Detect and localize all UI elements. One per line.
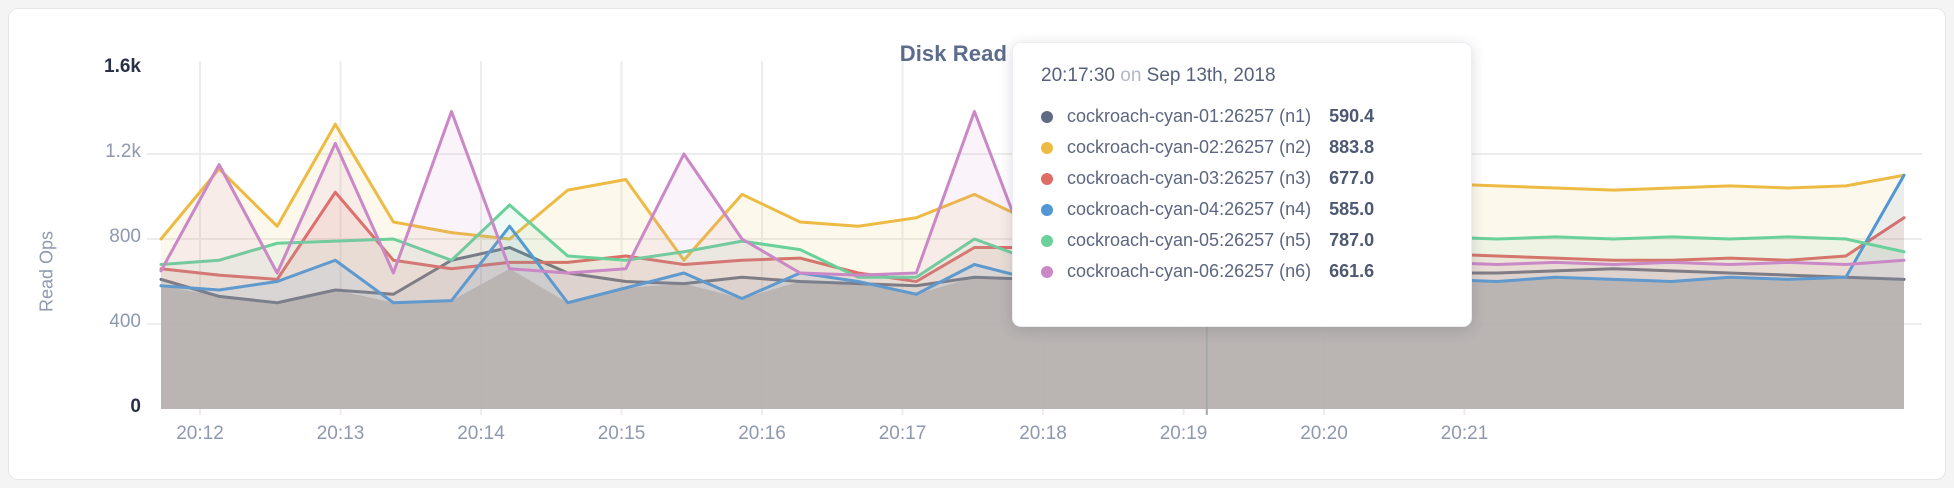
y-axis-tick-label: 1.2k bbox=[105, 141, 141, 162]
x-axis-tick-label: 20:21 bbox=[1440, 423, 1489, 444]
x-axis-tick-label: 20:20 bbox=[1300, 423, 1348, 444]
chart-tooltip: 20:17:30 on Sep 13th, 2018 cockroach-cya… bbox=[1012, 42, 1472, 327]
tooltip-row: cockroach-cyan-02:26257 (n2) 883.8 bbox=[1041, 132, 1445, 163]
tooltip-series-value: 677.0 bbox=[1329, 168, 1375, 188]
tooltip-series-list: cockroach-cyan-01:26257 (n1) 590.4 cockroa… bbox=[1041, 101, 1445, 287]
y-axis-tick-label: 800 bbox=[109, 226, 141, 247]
tooltip-series-value: 787.0 bbox=[1329, 230, 1375, 250]
tooltip-series-value: 590.4 bbox=[1329, 106, 1375, 126]
x-axis-tick-label: 20:13 bbox=[316, 423, 365, 444]
x-axis-tick-label: 20:16 bbox=[738, 423, 786, 444]
series-color-dot-icon bbox=[1041, 234, 1053, 247]
x-axis-tick-label: 20:18 bbox=[1019, 423, 1067, 444]
tooltip-series-value: 883.8 bbox=[1329, 137, 1375, 157]
tooltip-row: cockroach-cyan-05:26257 (n5) 787.0 bbox=[1041, 225, 1445, 256]
x-axis-tick-label: 20:19 bbox=[1159, 423, 1208, 444]
tooltip-date: Sep 13th, 2018 bbox=[1146, 65, 1276, 86]
tooltip-series-label: cockroach-cyan-02:26257 (n2) bbox=[1067, 137, 1312, 157]
tooltip-row: cockroach-cyan-03:26257 (n3) 677.0 bbox=[1041, 163, 1445, 194]
tooltip-time: 20:17:30 bbox=[1041, 65, 1115, 86]
x-axis-tick-label: 20:12 bbox=[176, 423, 224, 444]
y-axis-tick-label: 1.6k bbox=[104, 56, 141, 77]
series-area-6 bbox=[161, 111, 1904, 409]
tooltip-series-label: cockroach-cyan-05:26257 (n5) bbox=[1067, 230, 1312, 250]
series-color-dot-icon bbox=[1041, 172, 1053, 185]
tooltip-row: cockroach-cyan-06:26257 (n6) 661.6 bbox=[1041, 256, 1445, 287]
chart-svg bbox=[147, 49, 1922, 415]
tooltip-row: cockroach-cyan-04:26257 (n4) 585.0 bbox=[1041, 194, 1445, 225]
tooltip-timestamp: 20:17:30 on Sep 13th, 2018 bbox=[1041, 65, 1445, 87]
series-color-dot-icon bbox=[1041, 110, 1053, 123]
series-color-dot-icon bbox=[1041, 203, 1053, 216]
tooltip-row: cockroach-cyan-01:26257 (n1) 590.4 bbox=[1041, 101, 1445, 132]
tooltip-series-label: cockroach-cyan-01:26257 (n1) bbox=[1067, 106, 1312, 126]
tooltip-series-value: 585.0 bbox=[1329, 199, 1375, 219]
tooltip-on-word: on bbox=[1120, 65, 1142, 86]
x-axis-tick-label: 20:14 bbox=[457, 423, 505, 444]
tooltip-series-label: cockroach-cyan-03:26257 (n3) bbox=[1067, 168, 1312, 188]
chart-plot-area[interactable]: Read Ops 1.6k 1.2k 800 400 0 20:12 20:13 20:14 2… bbox=[9, 9, 1945, 479]
tooltip-series-value: 661.6 bbox=[1329, 261, 1375, 281]
y-axis-title: Read Ops bbox=[36, 230, 57, 313]
tooltip-series-label: cockroach-cyan-06:26257 (n6) bbox=[1067, 261, 1312, 281]
x-axis-tick-label: 20:15 bbox=[597, 423, 646, 444]
tooltip-series-label: cockroach-cyan-04:26257 (n4) bbox=[1067, 199, 1312, 219]
y-axis-tick-label: 0 bbox=[130, 396, 141, 417]
chart-card: Disk Read Ops Read Ops 1.6k 1.2k 800 400 0 20… bbox=[8, 8, 1946, 480]
y-axis-tick-label: 400 bbox=[109, 311, 141, 332]
series-color-dot-icon bbox=[1041, 265, 1053, 278]
x-axis-tick-label: 20:17 bbox=[878, 423, 927, 444]
series-color-dot-icon bbox=[1041, 141, 1053, 154]
